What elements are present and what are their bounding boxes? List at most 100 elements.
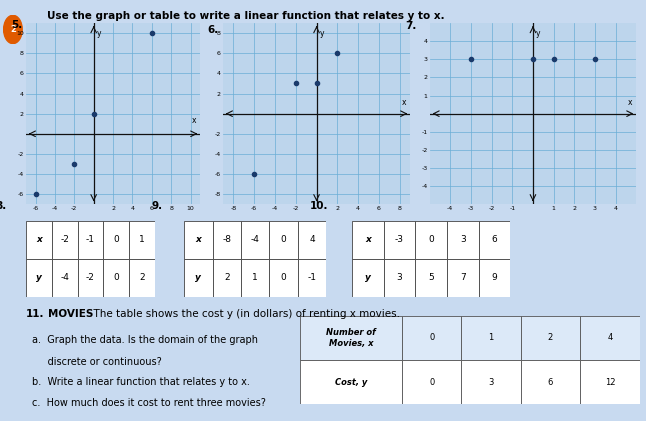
Bar	[103, 221, 129, 259]
Text: 1: 1	[488, 333, 494, 342]
Text: x: x	[402, 99, 406, 107]
Bar	[461, 360, 521, 404]
Text: -3: -3	[395, 235, 404, 245]
Text: 0: 0	[114, 235, 119, 245]
Text: y: y	[536, 29, 541, 37]
Bar	[213, 221, 241, 259]
Text: -4: -4	[251, 235, 260, 245]
Bar	[384, 221, 415, 259]
Text: 4: 4	[607, 333, 612, 342]
Text: 6: 6	[492, 235, 497, 245]
Text: 7.: 7.	[405, 21, 416, 31]
Bar	[447, 221, 479, 259]
Bar	[479, 221, 510, 259]
Text: -4: -4	[60, 273, 69, 282]
Text: y: y	[319, 29, 324, 37]
Text: 0: 0	[281, 273, 286, 282]
Text: -2: -2	[60, 235, 69, 245]
Text: 1: 1	[253, 273, 258, 282]
Bar	[184, 259, 213, 297]
Bar	[580, 360, 640, 404]
Text: 6: 6	[548, 378, 553, 386]
Text: 11.: 11.	[26, 309, 45, 320]
Bar	[384, 259, 415, 297]
Text: Number of
Movies, x: Number of Movies, x	[326, 328, 376, 348]
Bar	[103, 259, 129, 297]
Text: 8.: 8.	[0, 201, 6, 211]
Text: 0: 0	[281, 235, 286, 245]
Text: discrete or continuous?: discrete or continuous?	[32, 357, 162, 367]
Text: b.  Write a linear function that relates y to x.: b. Write a linear function that relates …	[32, 377, 250, 387]
Bar	[461, 316, 521, 360]
Bar	[78, 221, 103, 259]
Text: 3: 3	[460, 235, 466, 245]
Text: -2: -2	[86, 273, 95, 282]
Bar	[300, 360, 402, 404]
Text: MOVIES: MOVIES	[48, 309, 94, 320]
Text: 0: 0	[429, 378, 435, 386]
Bar	[78, 259, 103, 297]
Bar	[129, 221, 155, 259]
Text: 9: 9	[492, 273, 497, 282]
Bar	[52, 259, 78, 297]
Bar	[447, 259, 479, 297]
Bar	[521, 360, 580, 404]
Text: y: y	[195, 273, 202, 282]
Text: 12: 12	[605, 378, 615, 386]
Text: 3: 3	[397, 273, 402, 282]
Bar	[213, 259, 241, 297]
Text: y: y	[365, 273, 371, 282]
Text: 2: 2	[224, 273, 229, 282]
Bar	[184, 221, 213, 259]
Text: y: y	[96, 29, 101, 37]
Text: 0: 0	[428, 235, 434, 245]
Bar	[241, 259, 269, 297]
Circle shape	[4, 15, 22, 44]
Text: 0: 0	[114, 273, 119, 282]
Text: 6.: 6.	[207, 25, 218, 35]
Bar	[352, 259, 384, 297]
Text: 2: 2	[548, 333, 553, 342]
Bar	[26, 259, 52, 297]
Bar	[269, 259, 298, 297]
Text: 3: 3	[488, 378, 494, 386]
Text: 0: 0	[429, 333, 435, 342]
Text: 4: 4	[309, 235, 315, 245]
Text: The table shows the cost y (in dollars) of renting x movies.: The table shows the cost y (in dollars) …	[87, 309, 401, 320]
Bar	[129, 259, 155, 297]
Bar	[298, 259, 326, 297]
Text: x: x	[628, 99, 632, 107]
Text: a.  Graph the data. Is the domain of the graph: a. Graph the data. Is the domain of the …	[32, 335, 258, 345]
Bar	[300, 316, 402, 360]
Bar	[269, 221, 298, 259]
Text: -1: -1	[86, 235, 95, 245]
Text: x: x	[365, 235, 371, 245]
Bar	[402, 316, 461, 360]
Bar	[352, 221, 384, 259]
Text: -1: -1	[307, 273, 317, 282]
Bar	[52, 221, 78, 259]
Text: x: x	[193, 116, 197, 125]
Bar	[402, 360, 461, 404]
Text: y: y	[36, 273, 42, 282]
Text: 5: 5	[428, 273, 434, 282]
Text: Use the graph or table to write a linear function that relates y to x.: Use the graph or table to write a linear…	[47, 11, 444, 21]
Bar	[298, 221, 326, 259]
Text: 5.: 5.	[11, 20, 23, 30]
Text: 1: 1	[140, 235, 145, 245]
Text: 9.: 9.	[152, 201, 163, 211]
Text: x: x	[36, 235, 41, 245]
Bar	[521, 316, 580, 360]
Bar	[415, 259, 447, 297]
Bar	[580, 316, 640, 360]
Text: x: x	[196, 235, 201, 245]
Text: 2: 2	[10, 25, 16, 34]
Text: c.  How much does it cost to rent three movies?: c. How much does it cost to rent three m…	[32, 398, 266, 408]
Text: -8: -8	[222, 235, 231, 245]
Text: 2: 2	[140, 273, 145, 282]
Bar	[415, 221, 447, 259]
Bar	[241, 221, 269, 259]
Bar	[26, 221, 52, 259]
Text: Cost, y: Cost, y	[335, 378, 368, 386]
Text: 7: 7	[460, 273, 466, 282]
